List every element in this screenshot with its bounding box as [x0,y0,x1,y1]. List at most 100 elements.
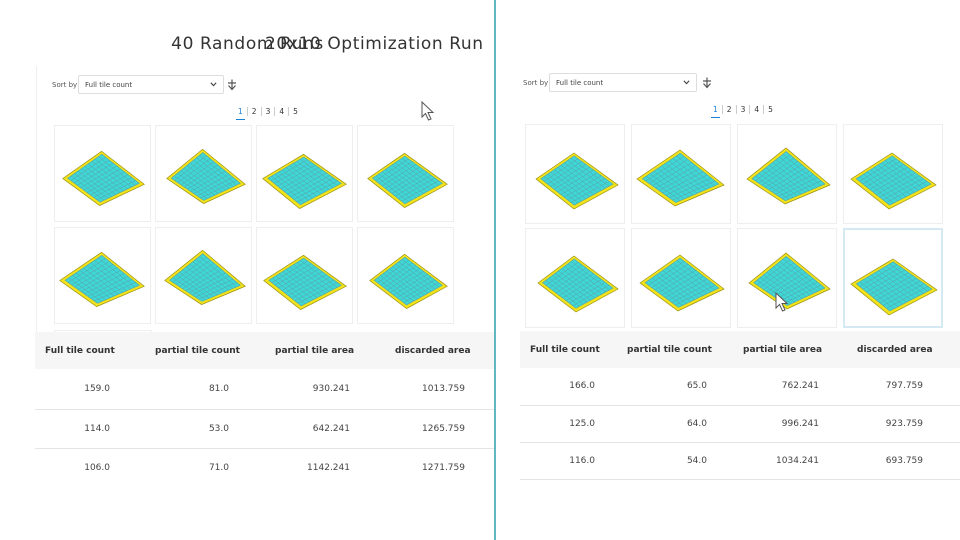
column-header[interactable]: discarded area [395,332,494,369]
arrow-down-icon[interactable] [227,79,237,91]
table-header-row: Full tile count partial tile count parti… [520,331,960,368]
arrow-down-icon[interactable] [702,77,712,89]
page-1-link[interactable]: 1 [234,107,247,120]
table-cell: 125.0 [520,405,620,443]
page-3-link[interactable]: 3 [740,105,746,114]
table-header-row: Full tile count partial tile count parti… [35,332,494,369]
thumbnail-card[interactable] [357,227,454,324]
panel-title: 40 Random Runs [171,34,324,54]
table-cell: 53.0 [155,409,275,449]
mouse-cursor-icon [775,292,789,312]
page-separator [749,105,751,114]
table-cell: 114.0 [35,409,155,449]
results-table: Full tile count partial tile count parti… [520,331,960,480]
app-frame [36,66,495,332]
sort-select[interactable]: Full tile count [549,73,697,92]
page-separator [246,107,248,116]
thumbnail-card[interactable] [631,228,731,328]
table-cell: 1013.759 [395,369,494,410]
right-panel: 20x10 Optimization Run Sort by Full tile… [265,0,960,540]
column-header[interactable]: Full tile count [520,331,620,368]
table-cell: 116.0 [520,442,620,480]
table-cell: 923.759 [850,405,960,443]
column-header[interactable]: partial tile area [275,332,395,369]
table-cell: 54.0 [620,442,736,480]
thumbnail-card[interactable] [54,125,151,222]
chevron-down-icon [683,80,690,85]
thumbnail-card[interactable] [737,228,837,328]
page-5-link[interactable]: 5 [293,107,298,116]
mouse-cursor-icon [421,101,435,121]
table-cell: 71.0 [208,462,229,473]
table-cell: 166.0 [520,368,620,406]
table-cell: 106.0 [84,462,110,473]
column-header[interactable]: Full tile count [35,332,155,369]
floor-tiling-preview [748,252,831,310]
floor-tiling-preview [369,253,448,310]
results-table: Full tile count partial tile count parti… [35,332,494,487]
floor-tiling-preview [850,258,938,316]
thumbnail-card[interactable] [843,228,943,328]
column-header[interactable]: partial tile count [155,332,275,369]
page-3-link[interactable]: 3 [265,107,271,116]
table-row[interactable]: 106.0 71.0 1142.241 1271.759 [35,448,494,487]
table-cell: 996.241 [736,405,850,443]
table-cell: 159.0 [35,369,155,410]
thumbnail-card[interactable] [631,124,731,224]
thumbnail-card[interactable] [54,227,151,324]
page-2-link[interactable]: 2 [251,107,257,116]
column-header[interactable]: partial tile count [620,331,736,368]
floor-tiling-preview [166,148,246,205]
table-row[interactable]: 159.0 81.0 930.241 1013.759 [35,369,494,410]
table-cell: 81.0 [155,369,275,410]
pagination: 1 2 3 4 5 [234,107,302,120]
table-row[interactable]: 125.0 64.0 996.241 923.759 [520,405,960,443]
table-row[interactable]: 166.0 65.0 762.241 797.759 [520,368,960,406]
thumbnail-card[interactable] [843,124,943,224]
thumbnail-card[interactable] [256,125,353,222]
panel-divider [494,0,496,540]
table-cell: 642.241 [275,409,395,449]
column-header[interactable]: discarded area [850,331,960,368]
floor-tiling-preview [636,149,725,207]
floor-tiling-preview [59,251,145,307]
table-cell: 65.0 [620,368,736,406]
page-separator [274,107,276,116]
pagination: 1 2 3 4 5 [709,105,777,118]
page-2-link[interactable]: 2 [726,105,732,114]
floor-tiling-preview [537,255,619,313]
floor-tiling-preview [263,254,347,311]
page-4-link[interactable]: 4 [279,107,285,116]
sort-select-value: Full tile count [85,81,133,89]
left-panel: 40 Random Runs Sort by Full tile count 1… [35,34,495,487]
table-cell: 64.0 [620,405,736,443]
page-separator [721,105,723,114]
page-4-link[interactable]: 4 [754,105,760,114]
floor-tiling-preview [367,152,448,209]
page-separator [735,105,737,114]
page-separator [288,107,290,116]
floor-tiling-preview [164,249,246,305]
page-5-link[interactable]: 5 [768,105,773,114]
floor-tiling-preview [639,254,725,312]
floor-tiling-preview [62,150,145,207]
thumbnail-card[interactable] [357,125,454,222]
table-row[interactable]: 116.0 54.0 1034.241 693.759 [520,442,960,480]
thumbnail-card[interactable] [155,227,252,324]
table-cell: 1265.759 [395,409,494,449]
thumbnail-card[interactable] [155,125,252,222]
table-row[interactable]: 114.0 53.0 642.241 1265.759 [35,409,494,449]
page-1-link[interactable]: 1 [709,105,722,118]
sort-select[interactable]: Full tile count [78,75,224,94]
thumbnail-card[interactable] [256,227,353,324]
thumbnail-card[interactable] [737,124,837,224]
thumbnail-card[interactable] [525,228,625,328]
table-cell: 1142.241 [307,462,350,473]
floor-tiling-preview [262,153,347,210]
thumbnail-card[interactable] [525,124,625,224]
table-cell: 1271.759 [422,462,465,473]
table-cell: 762.241 [736,368,850,406]
chevron-down-icon [210,82,217,87]
page-separator [260,107,262,116]
column-header[interactable]: partial tile area [736,331,850,368]
